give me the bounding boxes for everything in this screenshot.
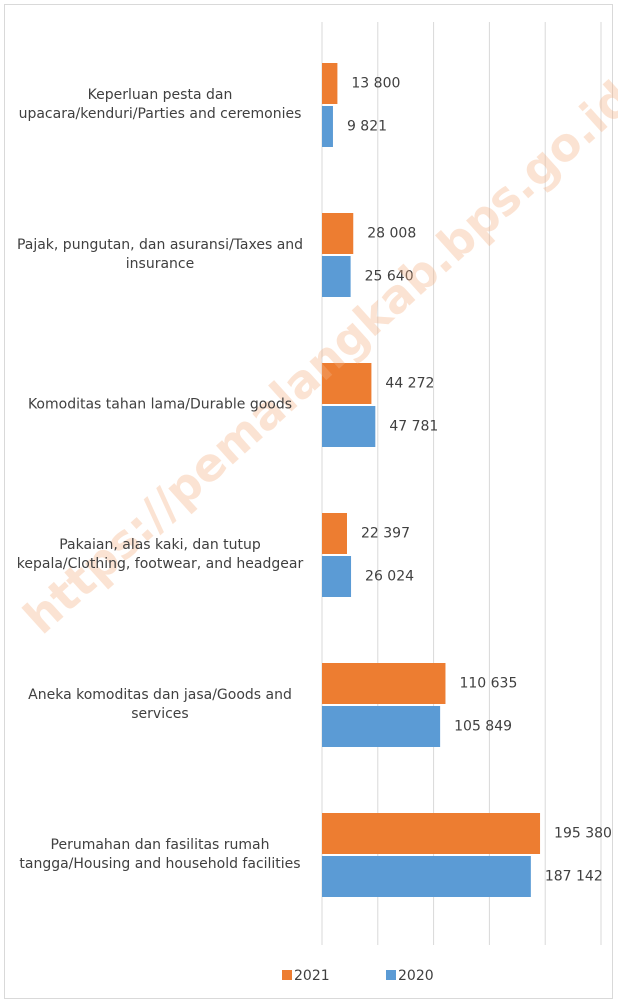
value-label: 187 142 [545, 869, 603, 885]
value-label: 110 635 [459, 676, 517, 692]
bar [322, 406, 376, 447]
value-label: 195 380 [554, 826, 612, 842]
bar [322, 856, 531, 897]
category-label: Keperluan pesta dan upacara/kenduri/Part… [18, 87, 302, 122]
value-label: 47 781 [389, 419, 438, 435]
bar [322, 556, 352, 597]
bar [322, 513, 347, 554]
legend-label: 2021 [294, 968, 330, 984]
value-label: 44 272 [385, 376, 434, 392]
value-label: 28 008 [367, 226, 416, 242]
category-label: Perumahan dan fasilitas rumah tangga/Hou… [19, 837, 301, 872]
value-label: 26 024 [365, 569, 414, 585]
bar [322, 663, 446, 704]
category-label: Aneka komoditas dan jasa/Goods and servi… [28, 687, 292, 722]
value-label: 25 640 [365, 269, 414, 285]
bar [322, 813, 541, 854]
chart-border [4, 4, 613, 999]
legend-swatch [282, 970, 292, 980]
category-label: Pakaian, alas kaki, dan tutup kepala/Clo… [16, 537, 304, 572]
bar [322, 63, 338, 104]
value-label: 105 849 [454, 719, 512, 735]
value-label: 22 397 [361, 526, 410, 542]
value-label: 13 800 [351, 76, 400, 92]
bar [322, 256, 351, 297]
bar [322, 363, 372, 404]
legend-label: 2020 [398, 968, 434, 984]
bar [322, 706, 441, 747]
bar [322, 106, 333, 147]
legend-swatch [386, 970, 396, 980]
bar [322, 213, 354, 254]
category-label: Komoditas tahan lama/Durable goods [27, 396, 293, 413]
category-label: Pajak, pungutan, dan asuransi/Taxes and … [16, 237, 304, 272]
value-label: 9 821 [347, 119, 387, 135]
